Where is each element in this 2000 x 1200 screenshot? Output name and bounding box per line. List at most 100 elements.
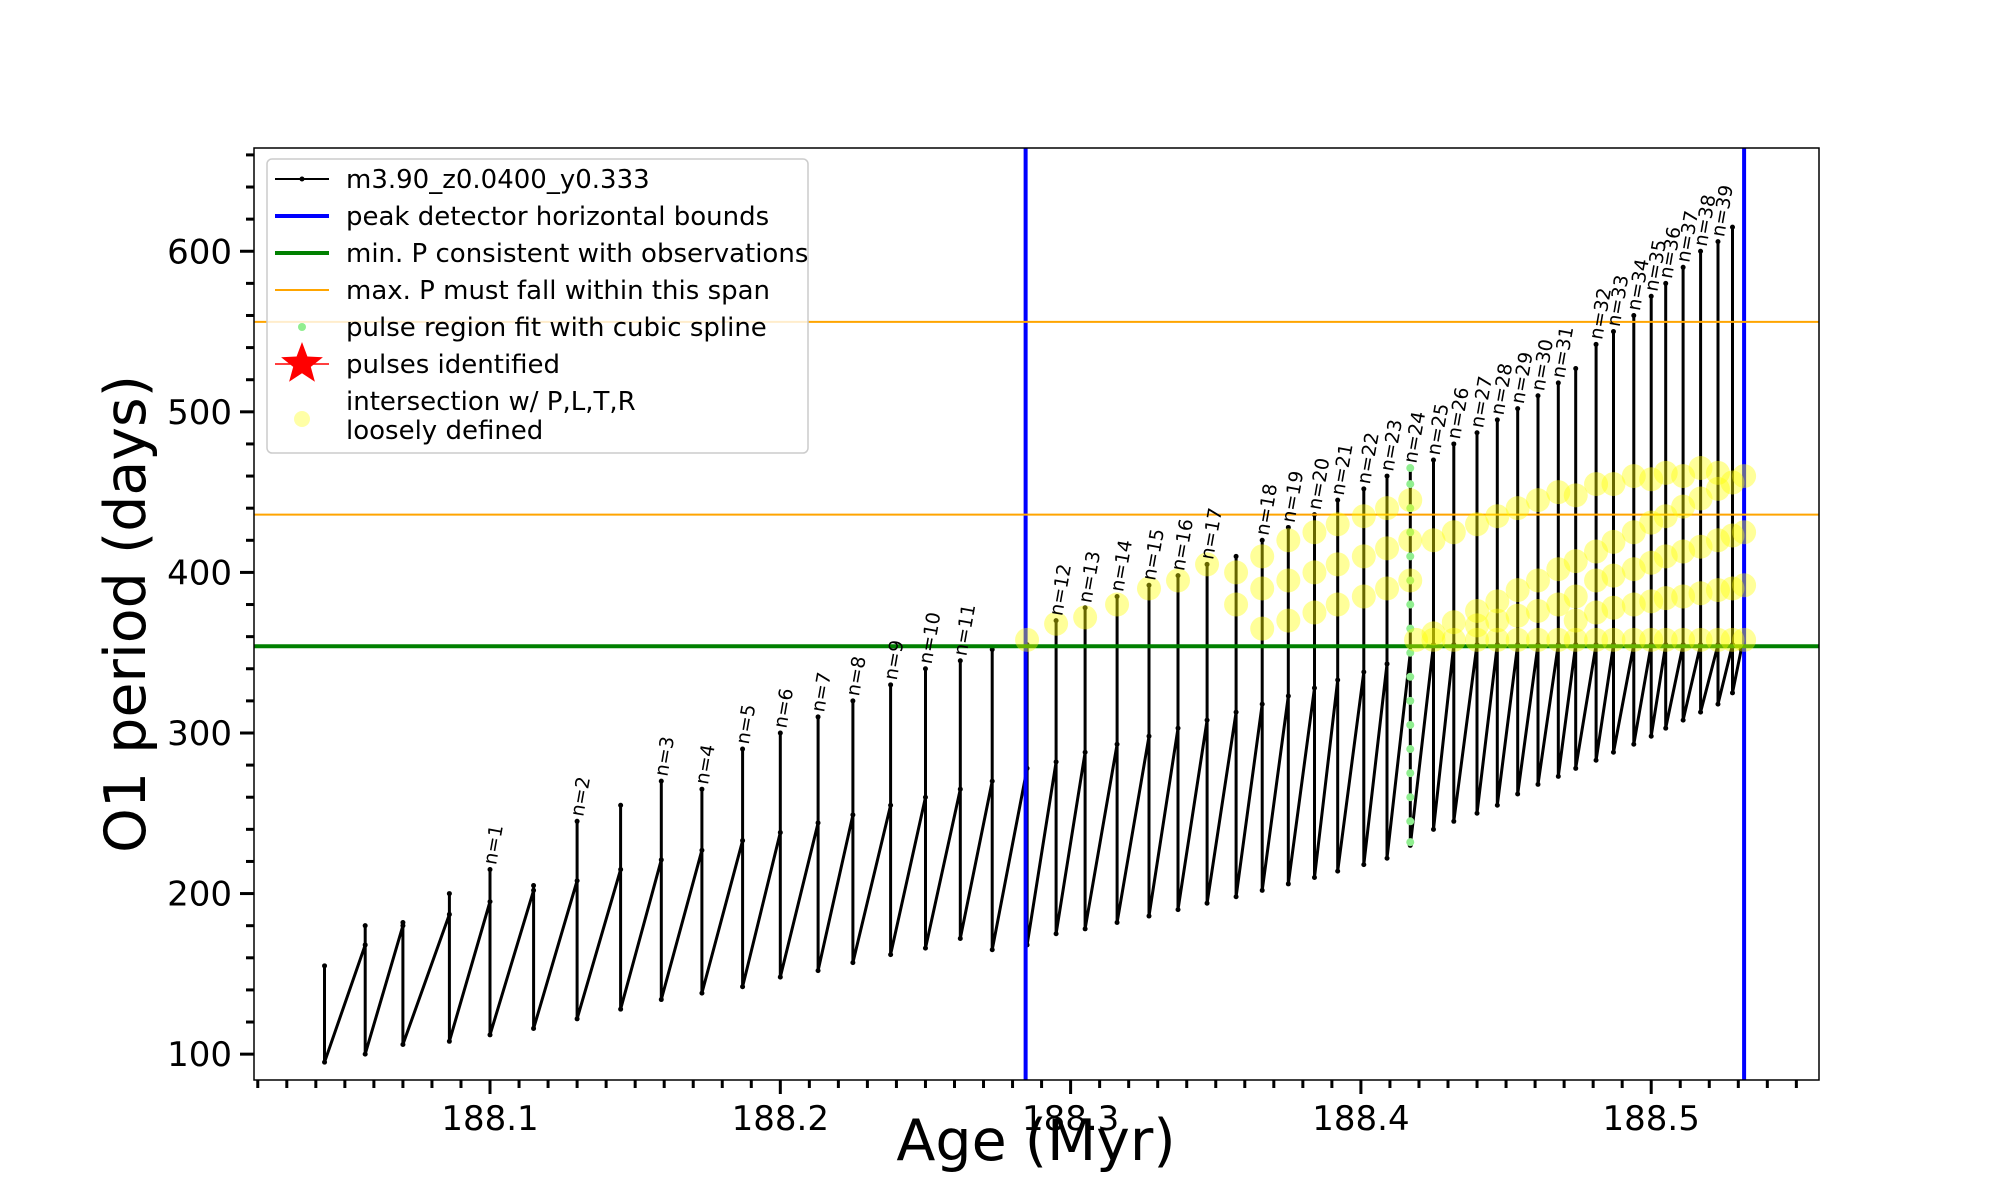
scatter-point: [1465, 613, 1490, 638]
data-point: [1259, 887, 1265, 893]
scatter-point: [1406, 838, 1415, 847]
y-tick-label: 200: [167, 875, 232, 915]
x-tick-label: 188.3: [1022, 1099, 1119, 1139]
legend-handle-circle: [294, 411, 310, 427]
scatter-point: [1406, 552, 1415, 561]
scatter-point: [1688, 627, 1713, 652]
data-point: [1053, 931, 1059, 937]
data-point: [989, 778, 995, 784]
scatter-point: [1015, 627, 1040, 652]
x-tick-label: 188.5: [1603, 1099, 1700, 1139]
scatter-point: [1465, 627, 1490, 652]
legend-label: min. P consistent with observations: [346, 239, 808, 269]
scatter-point: [1302, 520, 1327, 545]
data-point: [815, 714, 821, 720]
y-axis-label: O1 period (days): [93, 375, 159, 853]
data-point: [922, 794, 928, 800]
data-point: [322, 963, 328, 969]
scatter-point: [1406, 817, 1415, 826]
y-tick-label: 600: [167, 232, 232, 272]
data-point: [1204, 561, 1210, 567]
scatter-point: [1688, 456, 1713, 481]
scatter-point: [1406, 793, 1415, 802]
scatter-point: [1621, 592, 1646, 617]
legend-label: pulses identified: [346, 350, 560, 380]
data-point: [699, 847, 705, 853]
data-point: [957, 786, 963, 792]
scatter-point: [1166, 568, 1191, 593]
scatter-point: [1276, 568, 1301, 593]
scatter-point: [1639, 627, 1664, 652]
data-point: [957, 658, 963, 664]
data-point: [574, 818, 580, 824]
data-point: [815, 820, 821, 826]
scatter-point: [1398, 488, 1423, 513]
data-point: [850, 698, 856, 704]
data-point: [1451, 818, 1457, 824]
data-point: [1311, 685, 1317, 691]
scatter-point: [1584, 568, 1609, 593]
data-point: [574, 1016, 580, 1022]
data-point: [1698, 248, 1704, 254]
data-point: [777, 730, 783, 736]
data-point: [1715, 239, 1721, 245]
data-point: [574, 878, 580, 884]
scatter-point: [1485, 627, 1510, 652]
data-point: [1175, 573, 1181, 579]
scatter-point: [1601, 595, 1626, 620]
scatter-point: [1546, 627, 1571, 652]
data-point: [922, 666, 928, 672]
data-point: [1361, 486, 1367, 492]
scatter-point: [1421, 621, 1446, 646]
scatter-point: [1485, 589, 1510, 614]
data-line: [323, 227, 1743, 1063]
data-point: [777, 830, 783, 836]
scatter-point: [1732, 464, 1757, 489]
scatter-point: [1546, 480, 1571, 505]
scatter-point: [1250, 544, 1275, 569]
data-point: [618, 802, 624, 808]
data-point: [989, 947, 995, 953]
data-point: [1573, 365, 1579, 371]
data-point: [400, 919, 406, 925]
scatter-point: [1505, 496, 1530, 521]
scatter-point: [1398, 528, 1423, 553]
data-point: [1494, 417, 1500, 423]
scatter-point: [1653, 586, 1678, 611]
scatter-point: [1375, 496, 1400, 521]
data-point: [1233, 553, 1239, 559]
scatter-point: [1406, 528, 1415, 537]
scatter-point: [1406, 504, 1415, 513]
scatter-point: [1276, 528, 1301, 553]
data-point: [400, 1042, 406, 1048]
data-point: [1233, 894, 1239, 900]
y-tick-label: 100: [167, 1035, 232, 1075]
data-point: [740, 838, 746, 844]
scatter-point: [1250, 576, 1275, 601]
scatter-point: [1398, 568, 1423, 593]
data-point: [1146, 733, 1152, 739]
data-point: [1259, 701, 1265, 707]
data-point: [1474, 430, 1480, 436]
scatter-point: [1601, 472, 1626, 497]
data-point: [1285, 881, 1291, 887]
scatter-point: [1688, 534, 1713, 559]
data-point: [1335, 677, 1341, 683]
scatter-point: [1406, 769, 1415, 778]
scatter-point: [1563, 627, 1588, 652]
scatter-point: [1302, 560, 1327, 585]
scatter-point: [1639, 550, 1664, 575]
scatter-point: [1406, 480, 1415, 489]
scatter-point: [1325, 592, 1350, 617]
scatter-point: [1688, 486, 1713, 511]
y-tick-label: 500: [167, 393, 232, 433]
x-tick-label: 188.2: [732, 1099, 829, 1139]
scatter-point: [1302, 600, 1327, 625]
scatter-point: [1485, 608, 1510, 633]
data-point: [446, 1038, 452, 1044]
data-point: [1535, 781, 1541, 787]
scatter-point: [1601, 563, 1626, 588]
data-point: [618, 866, 624, 872]
scatter-point: [1105, 592, 1130, 617]
scatter-point: [1732, 573, 1757, 598]
